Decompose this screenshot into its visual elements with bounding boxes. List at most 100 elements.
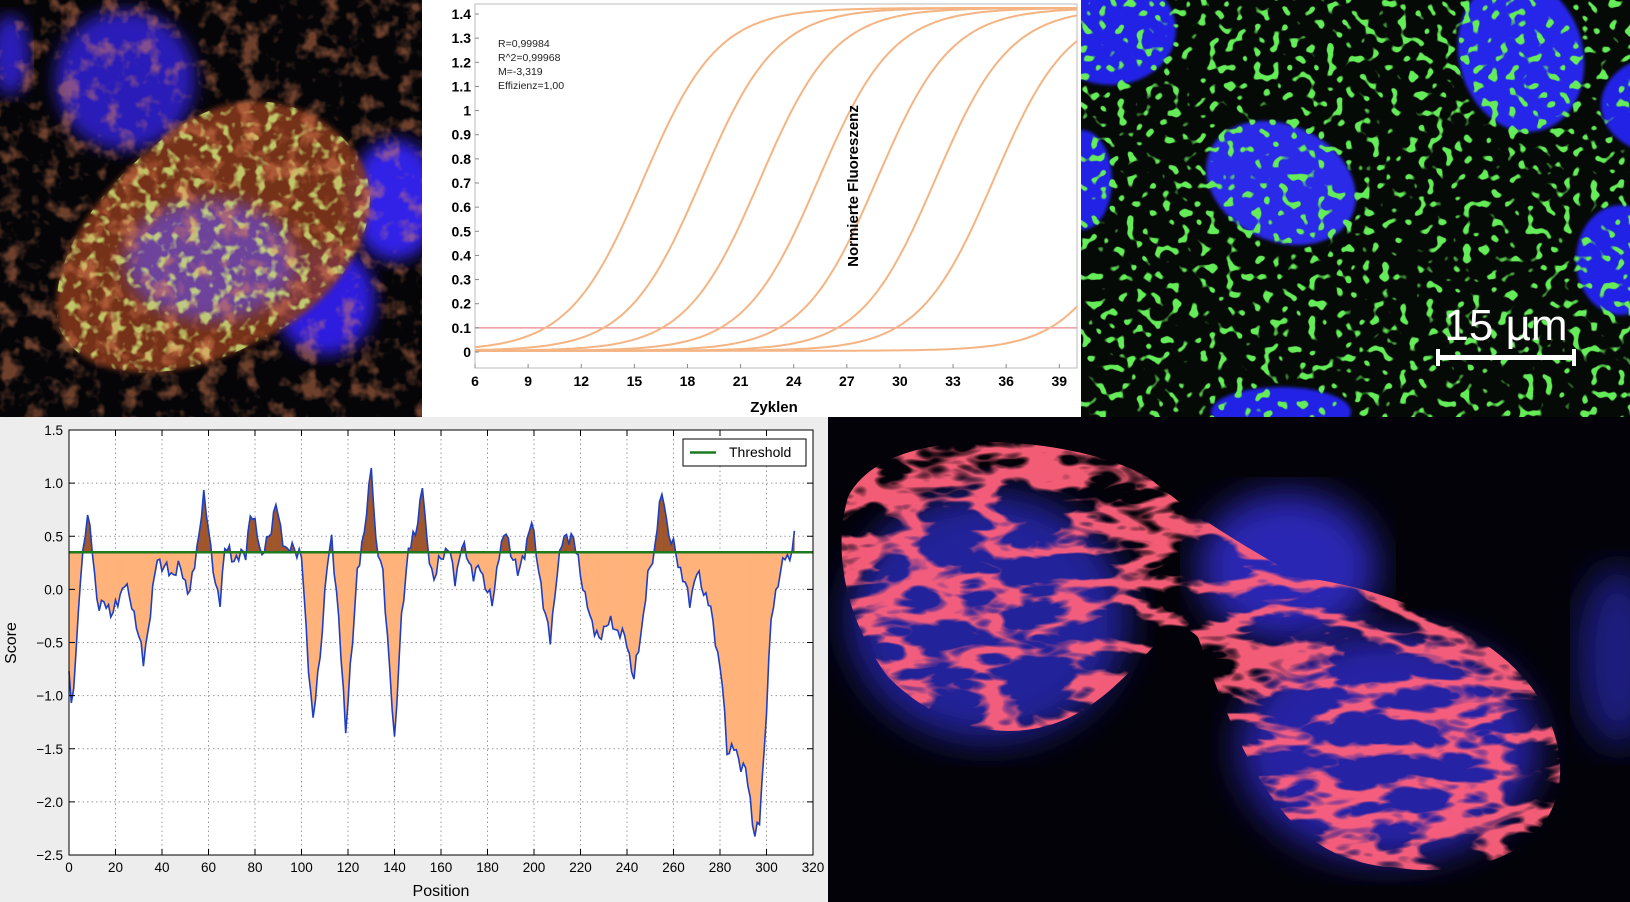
score-fill-below: [757, 551, 760, 826]
qpcr-x-tick-33: 33: [945, 373, 961, 389]
score-fill-below: [743, 551, 746, 768]
score-y-tick-−1.5: −1.5: [36, 742, 63, 757]
score-fill-below: [136, 551, 139, 637]
score-y-tick-−2.5: −2.5: [36, 848, 63, 863]
score-fill-below: [131, 551, 135, 612]
score-fill-below: [624, 551, 628, 648]
score-y-tick-−0.5: −0.5: [36, 636, 63, 651]
score-fill-below: [740, 551, 744, 772]
qpcr-y-tick-0.1: 0.1: [452, 320, 472, 336]
score-x-tick-100: 100: [290, 860, 313, 875]
score-fill-below: [182, 551, 186, 581]
score-chart: 0 20 40 60 80 100 120 140 160 180 200 220 240 260 280 3…: [3, 423, 825, 900]
score-fill-above: [250, 515, 253, 553]
scale-bar: [1436, 355, 1576, 360]
score-fill-below: [622, 551, 625, 636]
score-fill-below: [717, 551, 721, 668]
qpcr-x-tick-21: 21: [733, 373, 749, 389]
qpcr-x-tick-30: 30: [892, 373, 908, 389]
score-fill-below: [603, 551, 607, 627]
score-profile-line: [68, 467, 796, 837]
score-y-tick-−1.0: −1.0: [36, 689, 63, 704]
score-x-tick-140: 140: [383, 860, 406, 875]
score-fill-below: [582, 551, 586, 593]
qpcr-y-tick-1.2: 1.2: [452, 54, 472, 70]
score-x-tick-240: 240: [616, 860, 639, 875]
qpcr-x-tick-39: 39: [1052, 373, 1068, 389]
score-fill-below: [631, 551, 635, 680]
micrograph-top-right: 15 µm: [1081, 0, 1630, 417]
score-fill-below: [703, 551, 707, 596]
score-fill-below: [101, 551, 105, 603]
qpcr-y-tick-0.9: 0.9: [452, 127, 472, 143]
qpcr-y-tick-1.4: 1.4: [452, 6, 472, 22]
score-y-tick-0.5: 0.5: [44, 529, 63, 544]
score-fill-below: [617, 551, 621, 638]
qpcr-y-tick-0.2: 0.2: [452, 296, 472, 312]
score-fill-below: [110, 551, 114, 618]
micrograph-bottom-right: [828, 417, 1630, 902]
qpcr-annotation-r2: R^2=0,99968: [498, 52, 561, 64]
score-fill-below: [750, 551, 753, 826]
score-x-tick-200: 200: [523, 860, 546, 875]
score-fill-below: [731, 551, 735, 751]
score-fill-below: [612, 551, 616, 630]
score-fill-below: [312, 551, 316, 718]
score-fill-below: [752, 551, 756, 837]
score-fill-below: [594, 551, 597, 636]
score-fill-below: [619, 551, 623, 638]
score-fill-above: [252, 518, 256, 553]
score-chart-panel: 0 20 40 60 80 100 120 140 160 180 200 220 240 260 280 3…: [0, 417, 828, 902]
score-fill-below: [115, 551, 119, 607]
qpcr-x-tick-18: 18: [680, 373, 696, 389]
marker-puncta: [1081, 0, 1630, 417]
score-fill-below: [738, 551, 742, 772]
score-fill-below: [124, 551, 128, 588]
score-fill-below: [598, 551, 602, 640]
qpcr-curve-8: [475, 305, 1078, 352]
qpcr-x-tick-27: 27: [839, 373, 855, 389]
qpcr-y-tick-1.3: 1.3: [452, 30, 472, 46]
score-x-tick-120: 120: [337, 860, 360, 875]
qpcr-y-tick-0.3: 0.3: [452, 272, 472, 288]
score-x-tick-20: 20: [108, 860, 123, 875]
score-x-tick-260: 260: [662, 860, 685, 875]
scale-bar-cap-right: [1572, 349, 1576, 366]
score-fill-below: [173, 551, 177, 576]
qpcr-chart-panel: 6 9 12 15 18 21 24 27 30 33 36 39 0 0.1 0.2 0.3 0.4 0.5 0…: [422, 0, 1081, 417]
score-fill-below: [745, 551, 749, 787]
qpcr-y-tick-0.4: 0.4: [452, 247, 472, 263]
score-fill-below: [545, 551, 549, 623]
qpcr-x-tick-9: 9: [524, 373, 532, 389]
score-fill-below: [71, 551, 74, 703]
qpcr-y-tick-1.1: 1.1: [452, 78, 472, 94]
qpcr-x-tick-24: 24: [786, 373, 802, 389]
qpcr-curve-3: [475, 7, 1077, 352]
legend-threshold-label: Threshold: [729, 444, 791, 460]
score-fill-below: [736, 551, 739, 759]
score-x-tick-80: 80: [247, 860, 262, 875]
score-fill-below: [754, 551, 758, 837]
score-fill-below: [608, 551, 611, 625]
score-fill-below: [122, 551, 126, 589]
score-fill-below: [605, 551, 609, 627]
score-fill-below: [708, 551, 711, 607]
score-fill-below: [715, 551, 718, 652]
qpcr-x-tick-36: 36: [998, 373, 1014, 389]
qpcr-x-tick-12: 12: [573, 373, 589, 389]
score-y-tick-1.5: 1.5: [44, 423, 63, 438]
qpcr-x-label: Zyklen: [750, 399, 798, 416]
score-fill-below: [596, 551, 600, 638]
qpcr-y-label: Normierte Fluoreszenz: [845, 105, 862, 267]
qpcr-chart: 6 9 12 15 18 21 24 27 30 33 36 39 0 0.1 0.2 0.3 0.4 0.5 0…: [452, 3, 1078, 416]
score-fill-below: [747, 551, 751, 797]
score-y-tick-0.0: 0.0: [44, 582, 63, 597]
micrograph-top-left: [0, 0, 422, 417]
qpcr-y-tick-0.8: 0.8: [452, 151, 472, 167]
score-fill-below: [733, 551, 737, 751]
qpcr-y-tick-0.7: 0.7: [452, 175, 472, 191]
scale-bar-label: 15 µm: [1444, 301, 1567, 350]
score-x-tick-180: 180: [476, 860, 499, 875]
score-fill-below: [626, 551, 630, 654]
score-x-tick-320: 320: [802, 860, 825, 875]
